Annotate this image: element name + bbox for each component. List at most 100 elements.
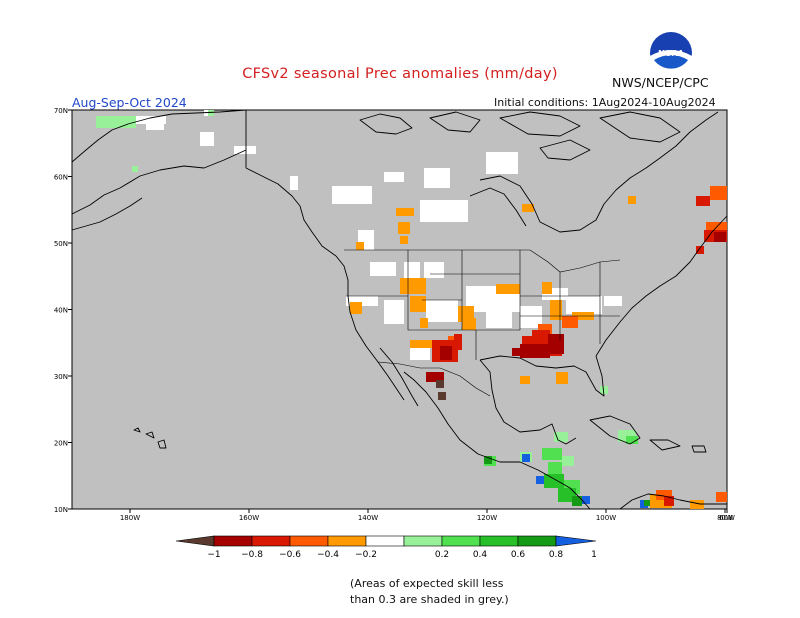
colorbar: −1 −0.8 −0.6 −0.4 −0.2 0.2 0.4 0.6 0.8 1	[175, 535, 597, 560]
colorbar-label: 0.6	[511, 550, 526, 560]
anomaly-cell	[420, 318, 428, 328]
anomaly-cell	[350, 302, 362, 314]
anomaly-cell	[544, 474, 564, 488]
anomaly-cell	[410, 340, 432, 348]
anomaly-cell	[200, 132, 214, 146]
anomaly-cell	[550, 300, 562, 320]
colorbar-bin	[327, 535, 367, 547]
anomaly-cell	[420, 200, 468, 222]
colorbar-label: 1	[591, 550, 597, 560]
anomaly-cell	[696, 196, 710, 206]
colorbar-label: −0.8	[241, 550, 263, 560]
colorbar-bin	[251, 535, 291, 547]
lat-label: 70N	[54, 107, 68, 115]
anomaly-cell	[290, 176, 298, 190]
anomaly-cell	[656, 490, 672, 500]
anomaly-cell	[486, 152, 518, 174]
lat-label: 10N	[54, 506, 68, 514]
anomaly-cell	[562, 316, 578, 328]
anomaly-cell	[572, 496, 582, 506]
anomaly-cell	[400, 278, 426, 294]
colorbar-bin	[289, 535, 329, 547]
anomaly-cell	[426, 372, 444, 382]
anomaly-cell	[410, 296, 426, 312]
colorbar-bin	[403, 535, 443, 547]
colorbar-bin	[517, 535, 557, 547]
noaa-logo: NOAA	[650, 32, 692, 76]
anomaly-cell	[548, 334, 564, 354]
lat-label: 20N	[54, 440, 68, 448]
lon-label: 180W	[120, 514, 140, 522]
grid-axes: 70N 60N 50N 40N 30N 20N 10N 180W 160W 140W 120W 100…	[54, 107, 735, 522]
lat-label: 60N	[54, 174, 68, 182]
anomaly-cell	[554, 432, 568, 442]
anomaly-cell	[522, 204, 534, 212]
anomaly-cell	[566, 296, 602, 314]
anomaly-cell	[520, 306, 542, 328]
colorbar-label: −0.4	[317, 550, 339, 560]
anomaly-cell	[356, 242, 364, 250]
anomaly-cell	[542, 282, 552, 294]
noaa-logo-text: NOAA	[658, 49, 684, 58]
colorbar-bin	[441, 535, 481, 547]
anomaly-cell	[454, 334, 462, 350]
anomaly-cell	[716, 492, 727, 502]
anomaly-cell	[604, 296, 622, 306]
anomaly-cell	[520, 344, 550, 358]
anomaly-cell	[426, 300, 458, 322]
season-label: Aug-Sep-Oct 2024	[72, 95, 187, 110]
anomaly-cell	[384, 172, 404, 182]
anomaly-cell	[556, 372, 568, 384]
anomaly-cell	[522, 454, 530, 462]
lon-label: 120W	[477, 514, 497, 522]
lon-label: 100W	[596, 514, 616, 522]
lon-label: 60W	[719, 514, 735, 522]
lon-label: 140W	[358, 514, 378, 522]
anomaly-cell	[410, 346, 430, 360]
footnote-line-1: (Areas of expected skill less	[350, 577, 504, 590]
colorbar-label: 0.2	[435, 550, 449, 560]
anomaly-cell	[424, 262, 444, 278]
political-borders	[344, 249, 621, 397]
colorbar-label: −1	[207, 550, 220, 560]
colorbar-bin	[213, 535, 253, 547]
coastlines	[71, 109, 728, 510]
map-title: CFSv2 seasonal Prec anomalies (mm/day)	[242, 66, 558, 82]
anomaly-cell	[542, 448, 562, 460]
colorbar-low-arrow	[175, 535, 215, 547]
footnote-line-2: than 0.3 are shaded in grey.)	[350, 593, 509, 606]
colorbar-bin	[479, 535, 519, 547]
anomaly-cell	[440, 346, 452, 360]
anomaly-cell	[664, 496, 674, 506]
anomaly-cell	[558, 488, 576, 502]
anomaly-cell	[484, 456, 492, 464]
anomaly-cell	[462, 318, 476, 330]
anomaly-cell	[536, 476, 544, 484]
lon-label: 80W	[717, 514, 733, 522]
colorbar-label: −0.6	[279, 550, 301, 560]
anomaly-cell	[714, 232, 726, 242]
anomaly-cell	[690, 500, 704, 509]
anomaly-cell	[424, 168, 450, 188]
anomaly-cell	[346, 296, 378, 306]
lat-label: 30N	[54, 373, 68, 381]
anomaly-cell	[582, 496, 590, 504]
anomaly-cell	[384, 300, 404, 324]
anomaly-cell	[146, 124, 164, 130]
anomaly-cell	[132, 166, 138, 172]
agency-label: NWS/NCEP/CPC	[612, 75, 709, 90]
anomaly-cell	[396, 208, 414, 216]
lat-label: 50N	[54, 240, 68, 248]
anomaly-cell	[438, 392, 446, 400]
anomaly-cell	[496, 284, 520, 294]
anomaly-cell	[644, 500, 650, 506]
anomaly-cells	[96, 110, 727, 509]
colorbar-label: −0.2	[355, 550, 377, 560]
anomaly-cell	[486, 310, 512, 328]
anomaly-cell	[208, 110, 214, 116]
anomaly-cell	[532, 330, 550, 342]
anomaly-cell	[398, 222, 410, 234]
anomaly-cell	[628, 196, 636, 204]
colorbar-bin	[365, 535, 405, 547]
